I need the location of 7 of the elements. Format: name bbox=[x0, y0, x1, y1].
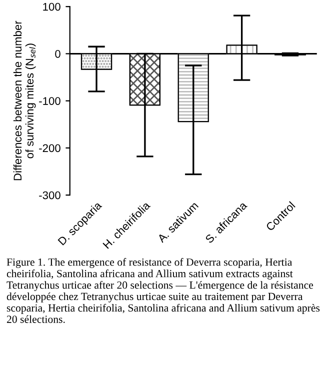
y-tick-label: -100 bbox=[39, 97, 60, 105]
y-tick-label: -300 bbox=[39, 191, 60, 200]
y-axis-title: Differences between the number of surviving mites (N$_{sel}$) bbox=[13, 20, 36, 180]
y-tick-label: 0 bbox=[55, 50, 60, 58]
caption: Figure 1. The emergence of resistance of Deverra scoparia, Hertia cheirifolia, Santolina africana and Allium sativum extracts against Tetranychus urticae after 20 selections — L'émergence de la résistance développée chez Tetranychus urticae suite au traitement par Deverra scoparia, Hertia cheirifolia, Santolina africana and Allium sativum après 20 sélections. bbox=[6, 258, 320, 323]
y-tick-label: -200 bbox=[39, 144, 60, 152]
y-tick-label: 100 bbox=[43, 2, 60, 11]
